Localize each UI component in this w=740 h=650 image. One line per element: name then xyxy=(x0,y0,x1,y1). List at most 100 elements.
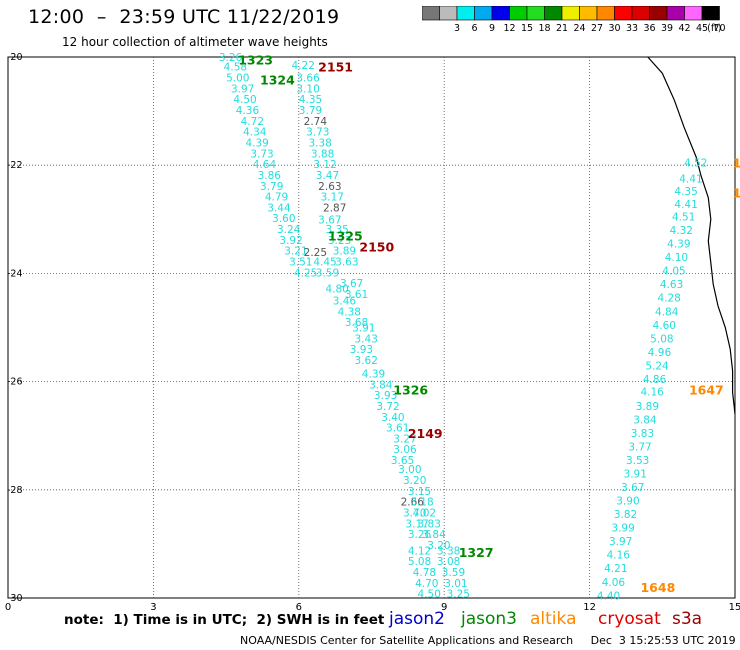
wave-height-label: 3.46 xyxy=(333,295,357,307)
pass-label: 2150 xyxy=(359,239,394,254)
wave-height-label: 3.23 xyxy=(328,235,351,247)
legend-jason2: jason2 xyxy=(389,609,445,629)
wave-height-label: 3.26 xyxy=(219,52,243,64)
pass-label: 1 xyxy=(733,155,740,170)
colorbar-tick-label: 21 xyxy=(556,23,568,34)
wave-height-label: 4.41 xyxy=(674,199,697,211)
y-tick-label: -24 xyxy=(7,268,23,279)
map-title: 12:00 – 23:59 UTC 11/22/2019 xyxy=(28,6,340,28)
wave-height-label: 4.39 xyxy=(362,368,385,380)
wave-height-label: 4.60 xyxy=(653,320,676,332)
x-tick-label: 3 xyxy=(150,602,156,613)
wave-height-label: 3.25 xyxy=(447,589,470,601)
x-tick-label: 6 xyxy=(296,602,302,613)
wave-height-label: 4.40 xyxy=(597,590,620,602)
colorbar-tick-label: 18 xyxy=(538,23,550,34)
colorbar-tick-label: 12 xyxy=(503,23,515,34)
wave-height-label: 3.91 xyxy=(352,323,375,335)
wave-height-label: 3.12 xyxy=(313,159,336,171)
colorbar-tick-label: 36 xyxy=(643,23,655,34)
wave-height-label: 2.87 xyxy=(323,202,346,214)
wave-height-label: 3.51 xyxy=(289,256,312,268)
wave-height-label: 4.28 xyxy=(657,293,680,305)
wave-height-label: 3.63 xyxy=(335,256,358,268)
x-tick-label: 15 xyxy=(729,602,740,613)
wave-height-label: 3.84 xyxy=(369,379,393,391)
wave-height-label: 3.10 xyxy=(296,83,319,95)
wave-height-label: 4.79 xyxy=(265,192,288,204)
y-tick-label: -20 xyxy=(7,52,23,63)
colorbar-tick-label: 3 xyxy=(454,23,460,34)
wave-height-label: 4.45 xyxy=(313,256,336,268)
wave-height-label: 3.01 xyxy=(444,578,467,590)
wave-height-label: 3.89 xyxy=(636,401,659,413)
wave-height-label: 3.24 xyxy=(277,224,301,236)
wave-height-label: 3.38 xyxy=(437,545,460,557)
colorbar-tick-label: 27 xyxy=(591,23,603,34)
colorbar-swatch xyxy=(701,6,720,21)
wave-height-label: 4.52 xyxy=(684,157,707,169)
wave-height-label: 4.78 xyxy=(413,567,436,579)
colorbar-tick-label: 9 xyxy=(489,23,495,34)
wave-height-label: 4.21 xyxy=(604,563,627,575)
wave-height-label: 4.70 xyxy=(415,578,438,590)
wave-height-label: 4.86 xyxy=(643,374,667,386)
wave-height-label: 3.65 xyxy=(391,455,414,467)
pass-label: 16 xyxy=(733,185,740,200)
wave-height-label: 3.73 xyxy=(250,148,273,160)
colorbar-tick-label: 6 xyxy=(471,23,477,34)
wave-height-label: 4.16 xyxy=(640,386,664,398)
wave-height-label: 3.93 xyxy=(374,390,397,402)
wave-height-label: 4.12 xyxy=(408,545,431,557)
wave-height-label: 2.25 xyxy=(304,247,327,259)
colorbar-unit: (ft) xyxy=(707,23,721,34)
pass-label: 1648 xyxy=(640,580,675,595)
wave-height-label: 4.22 xyxy=(292,60,315,72)
wave-height-label: 3.43 xyxy=(355,333,378,345)
pass-label: 1324 xyxy=(260,73,295,88)
wave-height-label: 5.24 xyxy=(645,360,669,372)
wave-height-label: 3.86 xyxy=(258,170,282,182)
wave-height-label: 4.35 xyxy=(674,186,697,198)
wave-height-label: 4.25 xyxy=(294,267,317,279)
pass-label: 1325 xyxy=(328,229,363,244)
wave-height-label: 4.05 xyxy=(662,266,685,278)
wave-height-label: 3.35 xyxy=(325,224,348,236)
wave-height-label: 4.50 xyxy=(233,94,256,106)
wave-height-label: 3.79 xyxy=(260,181,283,193)
wave-height-label: 4.64 xyxy=(253,159,277,171)
wave-height-label: 4.51 xyxy=(672,212,695,224)
pass-label: 1647 xyxy=(689,383,724,398)
pass-label: 2149 xyxy=(408,426,443,441)
wave-height-label: 4.39 xyxy=(667,239,690,251)
wave-height-label: 4.80 xyxy=(325,284,348,296)
wave-height-label: 3.97 xyxy=(231,83,254,95)
wave-height-label: 3.61 xyxy=(345,289,368,301)
wave-height-label: 3.44 xyxy=(267,202,291,214)
colorbar-tick-label: 42 xyxy=(678,23,690,34)
wave-height-label: 3.83 xyxy=(418,518,441,530)
wave-height-label: 3.91 xyxy=(624,469,647,481)
wave-height-label: 3.68 xyxy=(345,317,368,329)
wave-height-label: 4.58 xyxy=(224,62,247,74)
pass-label: 2151 xyxy=(318,60,353,75)
wave-height-label: 3.92 xyxy=(279,235,302,247)
wave-height-label: 3.17 xyxy=(321,192,344,204)
wave-height-label: 3.84 xyxy=(422,529,446,541)
wave-height-label: 3.61 xyxy=(386,423,409,435)
wave-height-label: 4.35 xyxy=(299,94,322,106)
wave-height-label: 4.72 xyxy=(241,116,264,128)
colorbar-tick-label: 15 xyxy=(521,23,533,34)
wave-height-label: 3.79 xyxy=(299,105,322,117)
x-tick-label: 0 xyxy=(5,602,11,613)
wave-height-label: 2.66 xyxy=(401,497,425,509)
map-frame xyxy=(7,56,736,599)
wave-height-label: 4.36 xyxy=(236,105,260,117)
wave-height-label: 3.53 xyxy=(626,455,649,467)
colorbar-tick-label: 33 xyxy=(626,23,638,34)
wave-height-label: 4.32 xyxy=(670,225,693,237)
wave-height-label: 4.39 xyxy=(245,137,268,149)
wave-height-label: 4.63 xyxy=(660,279,683,291)
wave-height-label: 3.67 xyxy=(621,482,644,494)
wave-height-label: 4.10 xyxy=(665,252,688,264)
